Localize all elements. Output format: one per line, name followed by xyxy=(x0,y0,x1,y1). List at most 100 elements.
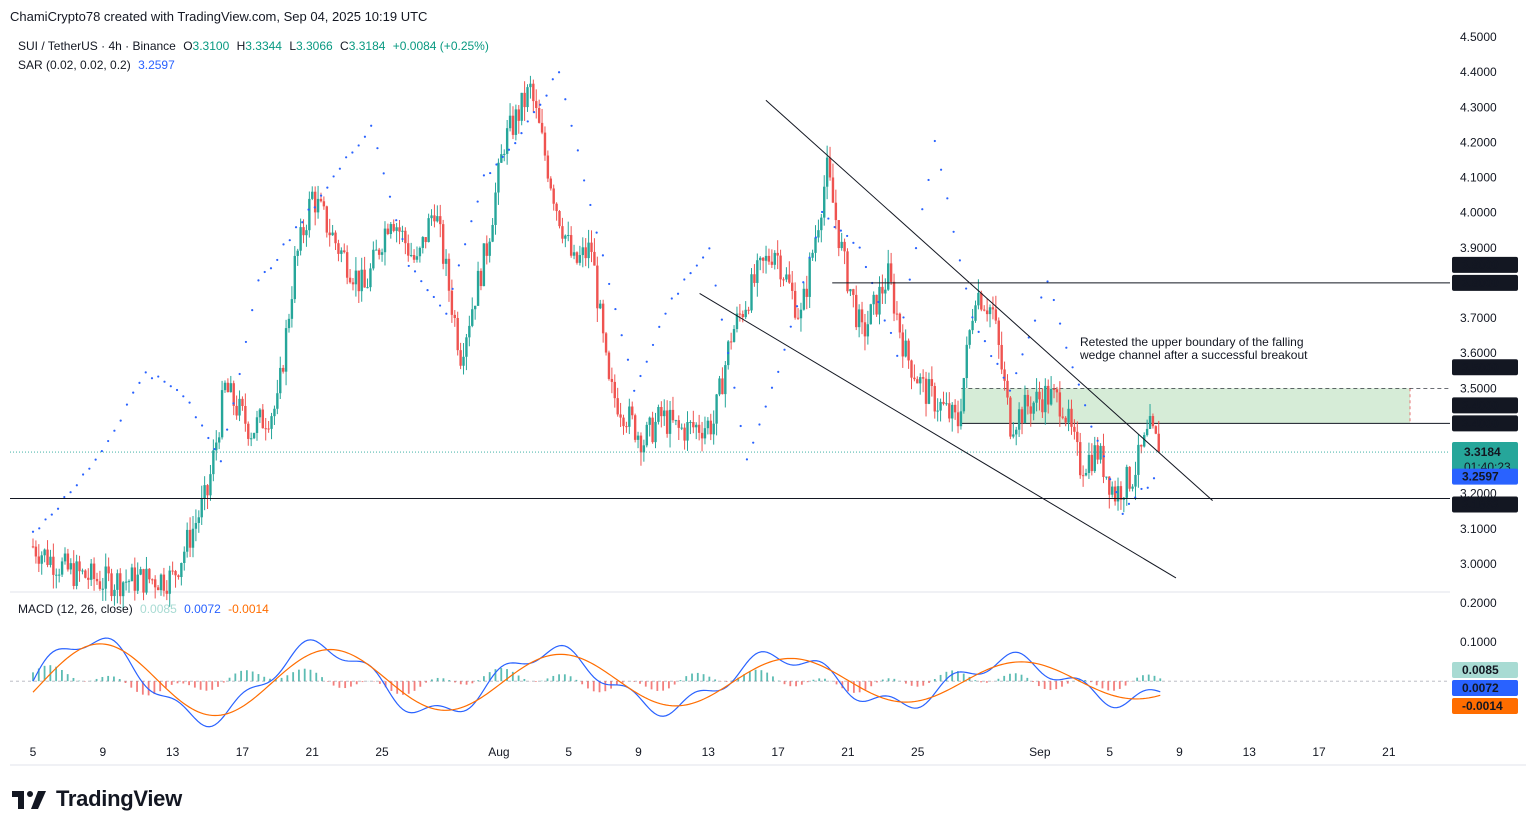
sar-dot xyxy=(1084,404,1087,407)
candle-body xyxy=(465,337,468,357)
candle-body xyxy=(939,401,942,411)
candle-body xyxy=(383,228,387,253)
macd-histogram-bar xyxy=(864,681,867,690)
sar-dot xyxy=(777,370,780,373)
candle-body xyxy=(823,186,826,218)
wedge-upper-line[interactable] xyxy=(765,99,1213,502)
candle-body xyxy=(488,241,491,256)
macd-histogram-bar xyxy=(141,681,144,695)
candle-body xyxy=(567,235,570,237)
macd-histogram-bar xyxy=(945,671,948,682)
macd-histogram-bar xyxy=(870,681,873,687)
candle-body xyxy=(980,292,983,310)
sar-dot xyxy=(670,297,673,300)
candle-body xyxy=(1047,385,1050,405)
candle-body xyxy=(782,279,785,281)
candle-body xyxy=(60,561,64,575)
candle-body xyxy=(869,304,872,325)
sar-dot xyxy=(983,340,987,343)
candle-body xyxy=(1041,399,1044,413)
candle-body xyxy=(319,198,323,202)
candle-body xyxy=(1143,435,1146,447)
wedge-lower-line[interactable] xyxy=(699,293,1177,579)
candle-body xyxy=(910,360,913,378)
macd-histogram-bar xyxy=(1101,681,1104,689)
sar-dot xyxy=(946,197,949,200)
macd-legend[interactable]: MACD (12, 26, close) 0.0085 0.0072 -0.00… xyxy=(18,602,273,616)
macd-histogram-bar xyxy=(818,678,821,682)
macd-histogram-bar xyxy=(500,668,503,682)
candle-body xyxy=(244,406,247,424)
low-label: L3.3066 xyxy=(289,39,332,53)
candle-body xyxy=(1096,445,1099,460)
candle-body xyxy=(92,563,96,579)
macd-histogram-bar xyxy=(1055,681,1058,690)
sar-dot xyxy=(1102,455,1106,458)
candle-body xyxy=(1032,402,1035,414)
candle-body xyxy=(311,191,314,199)
candle-body xyxy=(596,265,599,309)
macd-histogram-bar xyxy=(552,675,555,682)
sar-dot xyxy=(570,124,573,127)
candle-body xyxy=(1079,442,1082,476)
macd-histogram-bar xyxy=(511,671,514,682)
candle-body xyxy=(1113,486,1117,502)
candle-body xyxy=(1009,397,1012,437)
candle-body xyxy=(456,317,459,351)
sar-dot xyxy=(200,424,204,427)
candle-body xyxy=(799,309,803,319)
candle-body xyxy=(631,406,634,416)
sar-legend[interactable]: SAR (0.02, 0.02, 0.2) 3.2597 xyxy=(18,58,179,72)
candle-body xyxy=(377,249,381,255)
macd-histogram-bar xyxy=(569,676,572,682)
macd-histogram-bar xyxy=(1084,680,1087,682)
sar-dot xyxy=(626,358,630,361)
candle-body xyxy=(1111,486,1114,495)
candle-body xyxy=(895,313,899,315)
macd-histogram-bar xyxy=(477,680,480,682)
macd-histogram-bar xyxy=(188,681,190,686)
candle-body xyxy=(159,574,163,591)
candle-body xyxy=(238,398,241,416)
macd-histogram-bar xyxy=(702,674,705,682)
sar-dot xyxy=(608,282,611,286)
macd-histogram-bar xyxy=(471,681,474,684)
candle-body xyxy=(610,378,614,382)
candle-body xyxy=(168,570,171,594)
candle-body xyxy=(162,574,166,591)
time-tick-label: 5 xyxy=(30,745,37,759)
sar-dot xyxy=(864,265,868,269)
macd-histogram-bar xyxy=(922,681,925,686)
macd-histogram-bar xyxy=(800,681,803,685)
sar-dot xyxy=(833,225,836,229)
candle-body xyxy=(136,574,139,591)
sar-dot xyxy=(783,348,786,351)
candle-body xyxy=(290,299,294,319)
candle-body xyxy=(706,420,710,429)
macd-histogram-bar xyxy=(1066,681,1069,684)
candle-body xyxy=(380,252,384,255)
macd-histogram-bar xyxy=(361,681,364,683)
candle-body xyxy=(241,398,244,407)
tradingview-logo[interactable]: TradingView xyxy=(12,786,182,812)
macd-histogram-bar xyxy=(245,670,248,682)
sar-dot xyxy=(395,219,398,222)
candle-body xyxy=(761,257,765,261)
candle-body xyxy=(1157,433,1160,453)
macd-histogram-bar xyxy=(615,681,618,686)
candle-body xyxy=(793,290,797,318)
sar-dot xyxy=(213,447,216,451)
candle-body xyxy=(252,433,256,439)
symbol-label[interactable]: SUI / TetherUS · 4h · Binance xyxy=(18,39,176,53)
candle-body xyxy=(476,270,480,306)
sar-dot xyxy=(363,135,367,138)
candle-body xyxy=(776,252,779,256)
sar-dot xyxy=(257,279,260,282)
candle-body xyxy=(279,367,282,394)
candle-body xyxy=(264,428,267,430)
candle-body xyxy=(395,227,398,231)
candle-body xyxy=(753,274,756,283)
candle-body xyxy=(916,379,919,384)
sar-dot xyxy=(307,208,310,211)
